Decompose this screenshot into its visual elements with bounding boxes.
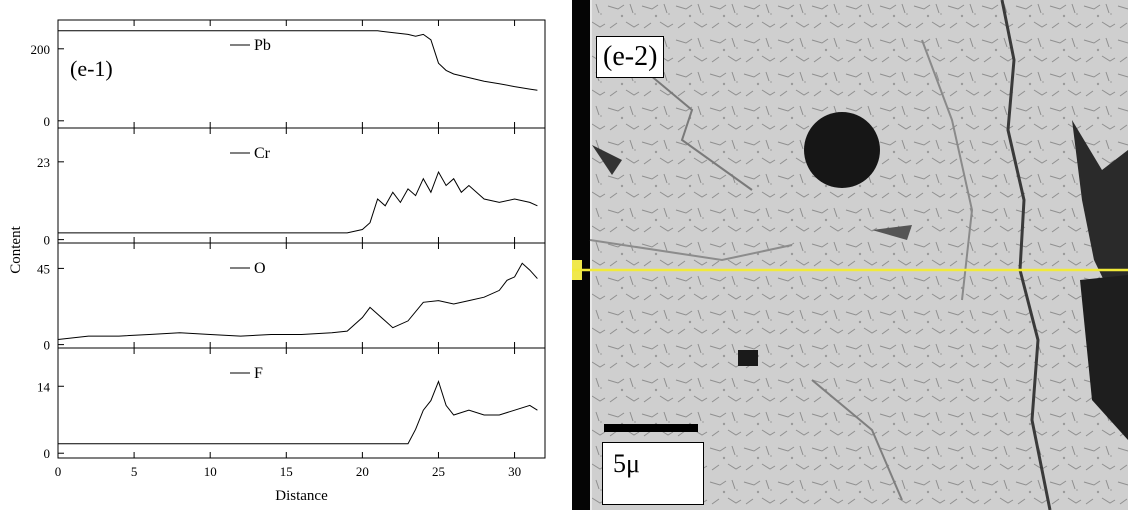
plot-frame-F (57, 347, 546, 459)
line-profile-chart: 0 200 Pb 0 23 Cr 0 45 O 0 14 F (e-1) 0 5 10 15 20 25 30 Dist… (0, 0, 560, 510)
y-tick-label: 0 (44, 338, 51, 353)
x-tick-label: 20 (356, 464, 369, 479)
series-line-F (58, 380, 538, 445)
y-axis-label: Content (8, 225, 24, 273)
chart-panel-label: (e-1) (70, 56, 113, 81)
scale-bar-label: 5μ (602, 442, 704, 505)
legend-label-F: F (254, 365, 263, 382)
y-tick-label: 45 (37, 261, 50, 276)
micrograph-image (572, 0, 1128, 510)
series-line-Cr (58, 170, 538, 234)
chart-svg: 0 200 Pb 0 23 Cr 0 45 O 0 14 F (e-1) 0 5 10 15 20 25 30 Dist… (8, 19, 546, 504)
y-tick-label: 0 (44, 114, 51, 129)
sem-micrograph: (e-2) 5μ (572, 0, 1128, 510)
series-line-O (57, 262, 538, 340)
x-tick-label: 0 (55, 464, 62, 479)
plot-frame-O (57, 242, 546, 349)
x-axis-label: Distance (275, 488, 328, 504)
y-tick-label: 14 (37, 379, 51, 394)
plot-frame-Pb (57, 19, 546, 129)
legend-label-O: O (254, 260, 266, 277)
x-tick-label: 10 (204, 464, 217, 479)
plot-frame-Cr (57, 127, 546, 244)
y-tick-label: 0 (44, 446, 51, 461)
legend-label-Cr: Cr (254, 145, 271, 162)
legend-label-Pb: Pb (254, 37, 271, 54)
x-tick-label: 30 (508, 464, 521, 479)
y-tick-label: 200 (31, 42, 51, 57)
y-tick-label: 23 (37, 155, 50, 170)
x-tick-label: 5 (131, 464, 138, 479)
micrograph-panel-label: (e-2) (596, 36, 665, 78)
x-tick-label: 15 (280, 464, 293, 479)
y-tick-label: 0 (44, 233, 51, 248)
series-line-Pb (58, 30, 538, 91)
x-tick-label: 25 (432, 464, 445, 479)
